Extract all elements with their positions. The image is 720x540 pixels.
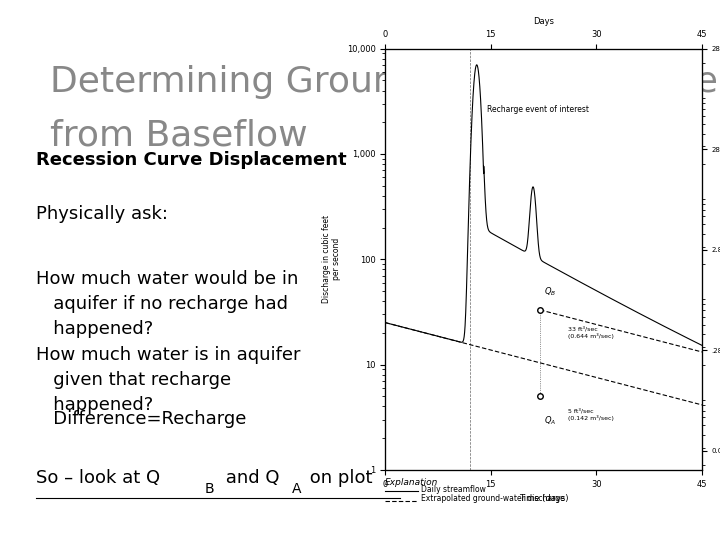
Text: B: B (204, 482, 214, 496)
Text: A: A (292, 482, 302, 496)
Text: Recharge event of interest: Recharge event of interest (487, 105, 589, 114)
Text: So – look at Q: So – look at Q (36, 469, 160, 487)
X-axis label: Time (days): Time (days) (519, 494, 568, 503)
Text: 5 ft³/sec
(0.142 m³/sec): 5 ft³/sec (0.142 m³/sec) (568, 408, 614, 421)
X-axis label: Days: Days (533, 17, 554, 26)
Text: Physically ask:: Physically ask: (36, 205, 168, 223)
Text: $Q_A$: $Q_A$ (544, 415, 556, 427)
Text: Explanation: Explanation (385, 478, 438, 487)
Text: Extrapolated ground-water discharge: Extrapolated ground-water discharge (421, 495, 565, 503)
Y-axis label: Discharge in cubic feet
per second: Discharge in cubic feet per second (322, 215, 341, 303)
Text: Difference=Recharge: Difference=Recharge (36, 410, 246, 428)
Text: How much water would be in
   aquifer if no recharge had
   happened?: How much water would be in aquifer if no… (36, 270, 298, 338)
Text: Daily streamflow: Daily streamflow (421, 485, 486, 494)
Text: from Baseflow: from Baseflow (50, 119, 308, 153)
Text: How much water is in aquifer
   given that recharge
   happened?: How much water is in aquifer given that … (36, 346, 300, 414)
Text: Determining Ground-Water Recharge: Determining Ground-Water Recharge (50, 65, 719, 99)
Text: on plot: on plot (304, 469, 372, 487)
Text: 33 ft³/sec
(0.644 m³/sec): 33 ft³/sec (0.644 m³/sec) (568, 326, 614, 339)
Text: Recession Curve Displacement: Recession Curve Displacement (36, 151, 346, 169)
Text: and Q: and Q (220, 469, 279, 487)
Text: $Q_B$: $Q_B$ (544, 286, 556, 298)
